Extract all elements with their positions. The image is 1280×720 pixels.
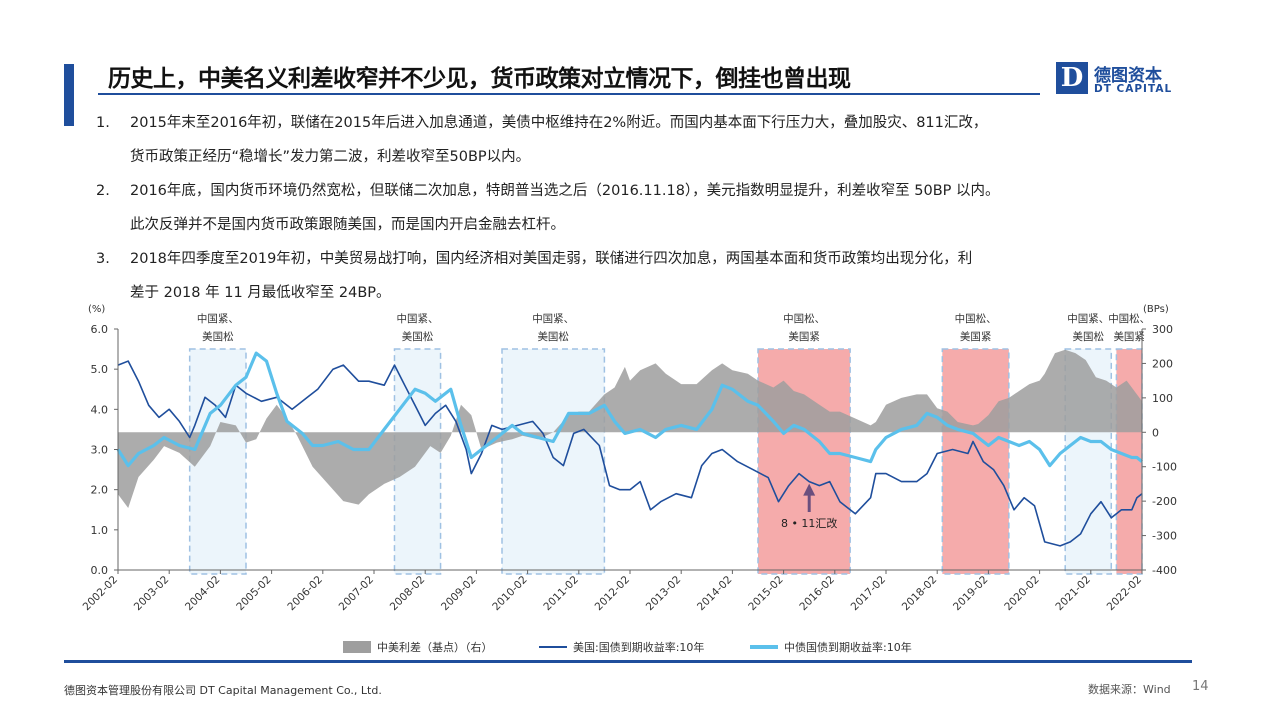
left-tick-label: 0.0 <box>91 564 109 577</box>
region-label: 中国松、 <box>1108 312 1150 325</box>
point-line: 此次反弹并不是国内货币政策跟随美国，而是国内开启金融去杠杆。 <box>130 217 565 233</box>
region-label: 美国紧 <box>788 330 820 343</box>
x-tick-label: 2014-02 <box>695 574 735 614</box>
x-tick-label: 2015-02 <box>746 574 786 614</box>
company-logo: D 德图资本 DT CAPITAL <box>1056 62 1181 96</box>
x-tick-label: 2002-02 <box>81 574 121 614</box>
x-tick-label: 2009-02 <box>439 574 479 614</box>
region-label: 美国松 <box>537 330 569 343</box>
x-tick-label: 2005-02 <box>234 574 274 614</box>
left-tick-label: 6.0 <box>91 323 109 336</box>
x-tick-label: 2013-02 <box>644 574 684 614</box>
cn-10y-yield-line <box>116 351 1144 468</box>
region-label: 中国紧、 <box>532 312 574 325</box>
right-tick-label: -300 <box>1152 530 1177 543</box>
right-tick-label: -400 <box>1152 564 1177 577</box>
region-label: 中国松、 <box>783 312 825 325</box>
point-line: 2015年末至2016年初，联储在2015年后进入加息通道，美债中枢维持在2%附… <box>130 115 988 131</box>
policy-region <box>757 348 851 575</box>
region-label: 中国紧、 <box>1067 312 1109 325</box>
x-tick-label: 2017-02 <box>849 574 889 614</box>
policy-region <box>501 348 606 575</box>
x-tick-label: 2022-02 <box>1105 574 1145 614</box>
right-tick-label: 300 <box>1152 323 1173 336</box>
point-number: 3. <box>96 251 110 267</box>
policy-region <box>1115 348 1143 575</box>
point-line: 差于 2018 年 11 月最低收窄至 24BP。 <box>130 285 391 301</box>
page-title: 历史上，中美名义利差收窄并不少见，货币政策对立情况下，倒挂也曾出现 <box>108 66 851 92</box>
x-tick-label: 2011-02 <box>541 574 581 614</box>
left-tick-label: 3.0 <box>91 444 109 457</box>
legend-label: 美国:国债到期收益率:10年 <box>573 640 704 654</box>
region-label: 美国松 <box>1072 330 1104 343</box>
x-tick-label: 2021-02 <box>1053 574 1093 614</box>
legend-label: 中债国债到期收益率:10年 <box>784 640 912 654</box>
legend-label: 中美利差（基点）（右） <box>377 640 493 654</box>
point-item: 2. 2016年底，国内货币环境仍然宽松，但联储二次加息，特朗普当选之后（201… <box>96 174 1226 242</box>
point-item: 3. 2018年四季度至2019年初，中美贸易战打响，国内经济相对美国走弱，联储… <box>96 242 1226 310</box>
point-line: 2018年四季度至2019年初，中美贸易战打响，国内经济相对美国走弱，联储进行四… <box>130 251 973 267</box>
logo-cn-text: 德图资本 <box>1094 66 1162 86</box>
left-tick-label: 4.0 <box>91 403 109 416</box>
legend-swatch <box>343 641 371 653</box>
right-tick-label: 100 <box>1152 392 1173 405</box>
data-source: 数据来源：Wind <box>1088 683 1171 696</box>
x-tick-label: 2007-02 <box>337 574 377 614</box>
region-label: 中国紧、 <box>197 312 239 325</box>
left-tick-label: 1.0 <box>91 524 109 537</box>
policy-region <box>941 348 1010 575</box>
left-axis-unit: (%) <box>88 304 105 315</box>
x-tick-label: 2012-02 <box>593 574 633 614</box>
x-tick-label: 2004-02 <box>183 574 223 614</box>
x-tick-label: 2019-02 <box>951 574 991 614</box>
x-tick-label: 2010-02 <box>490 574 530 614</box>
region-label: 中国松、 <box>955 312 997 325</box>
annotation-text: 8 • 11汇改 <box>781 516 837 530</box>
annotation-arrow-head <box>803 483 816 496</box>
title-accent-bar <box>64 64 74 126</box>
spread-area-series <box>118 349 1142 508</box>
point-line: 货币政策正经历“稳增长”发力第二波，利差收窄至50BP以内。 <box>130 149 531 165</box>
title-underline <box>98 93 1040 95</box>
region-label: 美国紧 <box>1113 330 1145 343</box>
left-tick-label: 5.0 <box>91 363 109 376</box>
region-label: 中国紧、 <box>397 312 439 325</box>
x-tick-label: 2020-02 <box>1002 574 1042 614</box>
right-axis-unit: (BPs) <box>1143 304 1169 315</box>
point-number: 1. <box>96 115 110 131</box>
right-tick-label: 0 <box>1152 426 1159 439</box>
x-tick-label: 2018-02 <box>900 574 940 614</box>
region-label: 美国紧 <box>960 330 992 343</box>
key-points-list: 1. 2015年末至2016年初，联储在2015年后进入加息通道，美债中枢维持在… <box>96 106 1226 310</box>
logo-mark: D <box>1056 62 1088 94</box>
x-tick-label: 2003-02 <box>132 574 172 614</box>
x-tick-label: 2006-02 <box>285 574 325 614</box>
point-item: 1. 2015年末至2016年初，联储在2015年后进入加息通道，美债中枢维持在… <box>96 106 1226 174</box>
x-tick-label: 2008-02 <box>388 574 428 614</box>
page-number: 14 <box>1192 679 1209 694</box>
left-tick-label: 2.0 <box>91 484 109 497</box>
right-tick-label: -200 <box>1152 495 1177 508</box>
right-tick-label: 200 <box>1152 357 1173 370</box>
region-label: 美国松 <box>202 330 234 343</box>
footer-company: 德图资本管理股份有限公司 DT Capital Management Co., … <box>64 684 382 697</box>
point-line: 2016年底，国内货币环境仍然宽松，但联储二次加息，特朗普当选之后（2016.1… <box>130 183 1000 199</box>
region-label: 美国松 <box>402 330 434 343</box>
us-10y-yield-line <box>117 360 1143 547</box>
footer-rule <box>64 660 1192 663</box>
point-number: 2. <box>96 183 110 199</box>
logo-en-text: DT CAPITAL <box>1094 83 1173 95</box>
right-tick-label: -100 <box>1152 461 1177 474</box>
x-tick-label: 2016-02 <box>797 574 837 614</box>
